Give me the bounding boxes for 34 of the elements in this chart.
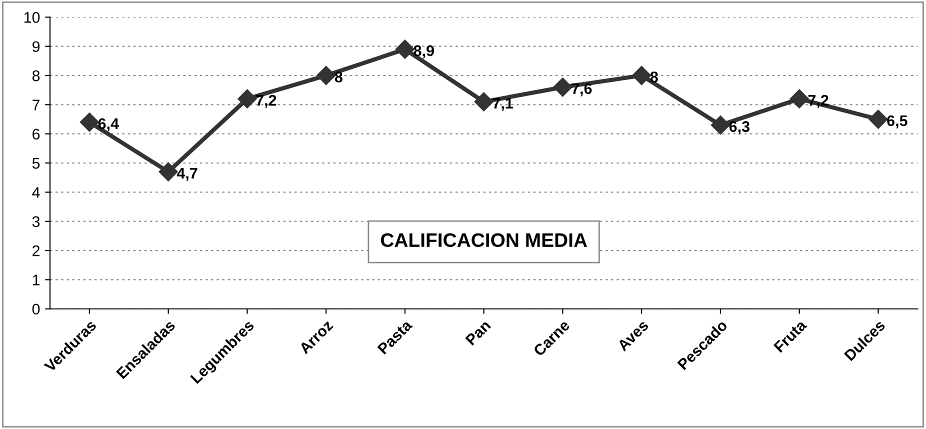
data-label: 8,9 <box>414 45 434 58</box>
point <box>316 66 336 86</box>
y-tick-label: 10 <box>24 12 40 23</box>
point <box>553 78 572 97</box>
data-label: 7,2 <box>256 94 276 108</box>
y-tick-label: 4 <box>32 187 40 198</box>
y-tick-label: 6 <box>32 128 40 140</box>
data-label: 6,4 <box>98 118 119 132</box>
y-tick-label: 3 <box>32 216 40 228</box>
data-label: 7,1 <box>492 98 513 111</box>
text: CALIFICACION MEDIA <box>380 233 588 248</box>
data-label: 6,5 <box>887 115 908 128</box>
y-tick-label: 5 <box>32 158 40 169</box>
point <box>158 162 178 182</box>
data-label: 4,7 <box>176 168 198 181</box>
point <box>238 89 257 108</box>
y-tick-label: 1 <box>32 274 40 286</box>
data-label: 8 <box>650 72 658 82</box>
data-label: 7,6 <box>572 83 592 96</box>
data-label: 8 <box>334 72 342 82</box>
point <box>868 110 888 129</box>
y-tick-label: 8 <box>32 70 40 82</box>
x-tick-label: Pan <box>465 320 492 346</box>
point <box>395 40 414 59</box>
point <box>790 89 809 108</box>
point <box>632 66 652 86</box>
y-tick-label: 0 <box>32 304 40 315</box>
y-tick-label: 9 <box>32 41 40 52</box>
point <box>474 92 494 112</box>
y-tick-label: 2 <box>32 245 40 256</box>
point <box>710 116 730 135</box>
point <box>80 112 99 132</box>
y-tick-label: 7 <box>32 100 40 110</box>
data-label: 6,3 <box>729 121 750 134</box>
